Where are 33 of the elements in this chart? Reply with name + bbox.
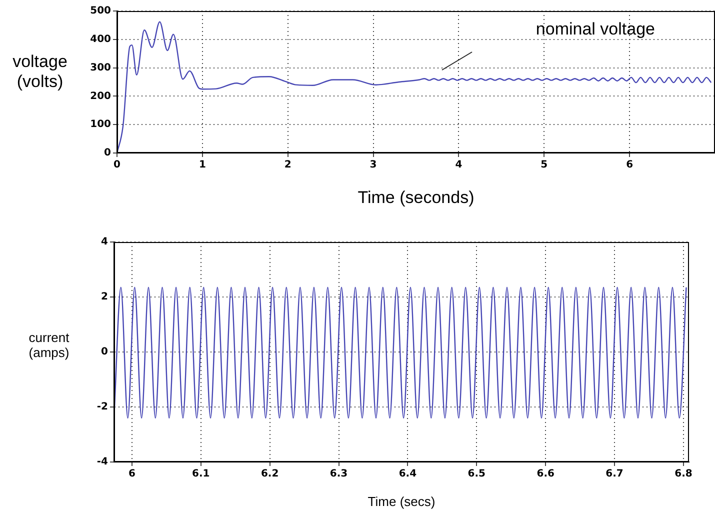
x-tick-label: 6.5 — [468, 468, 486, 480]
y-tick-label: 4 — [101, 236, 108, 248]
x-axis-title: Time (secs) — [366, 494, 436, 509]
y-tick-label: 500 — [90, 6, 112, 17]
y-tick-label: -4 — [96, 456, 108, 468]
y-tick-label: 2 — [101, 292, 108, 303]
x-tick-label: 6.3 — [330, 468, 348, 480]
x-tick-label: 0 — [114, 160, 121, 171]
x-tick-label: 6.7 — [606, 468, 624, 480]
x-tick-label: 5 — [540, 160, 548, 171]
x-tick-label: 6.6 — [536, 468, 554, 480]
y-axis-title: voltage (volts) — [12, 52, 68, 92]
annotation: nominal voltage — [536, 20, 655, 39]
x-tick-label: 6 — [128, 468, 136, 480]
x-tick-label: 6.1 — [192, 468, 210, 480]
y-tick-label: 200 — [90, 90, 112, 102]
x-tick-label: 6.8 — [674, 468, 692, 480]
y-tick-label: 100 — [90, 119, 112, 130]
y-axis-title: current (amps) — [28, 330, 70, 360]
x-tick-label: 6.2 — [260, 468, 279, 480]
y-tick-label: -2 — [96, 402, 108, 413]
x-tick-label: 3 — [370, 160, 377, 171]
x-tick-label: 6.4 — [398, 468, 417, 480]
y-tick-label: 0 — [104, 148, 112, 159]
line-series — [117, 21, 712, 153]
x-tick-label: 4 — [455, 160, 462, 171]
x-axis-title: Time (seconds) — [356, 188, 476, 208]
y-tick-label: 400 — [90, 34, 112, 45]
x-tick-label: 6 — [626, 160, 634, 171]
x-tick-label: 1 — [198, 160, 206, 171]
y-tick-label: 300 — [90, 62, 112, 74]
y-tick-label: 0 — [101, 346, 108, 358]
x-tick-label: 2 — [284, 160, 292, 171]
